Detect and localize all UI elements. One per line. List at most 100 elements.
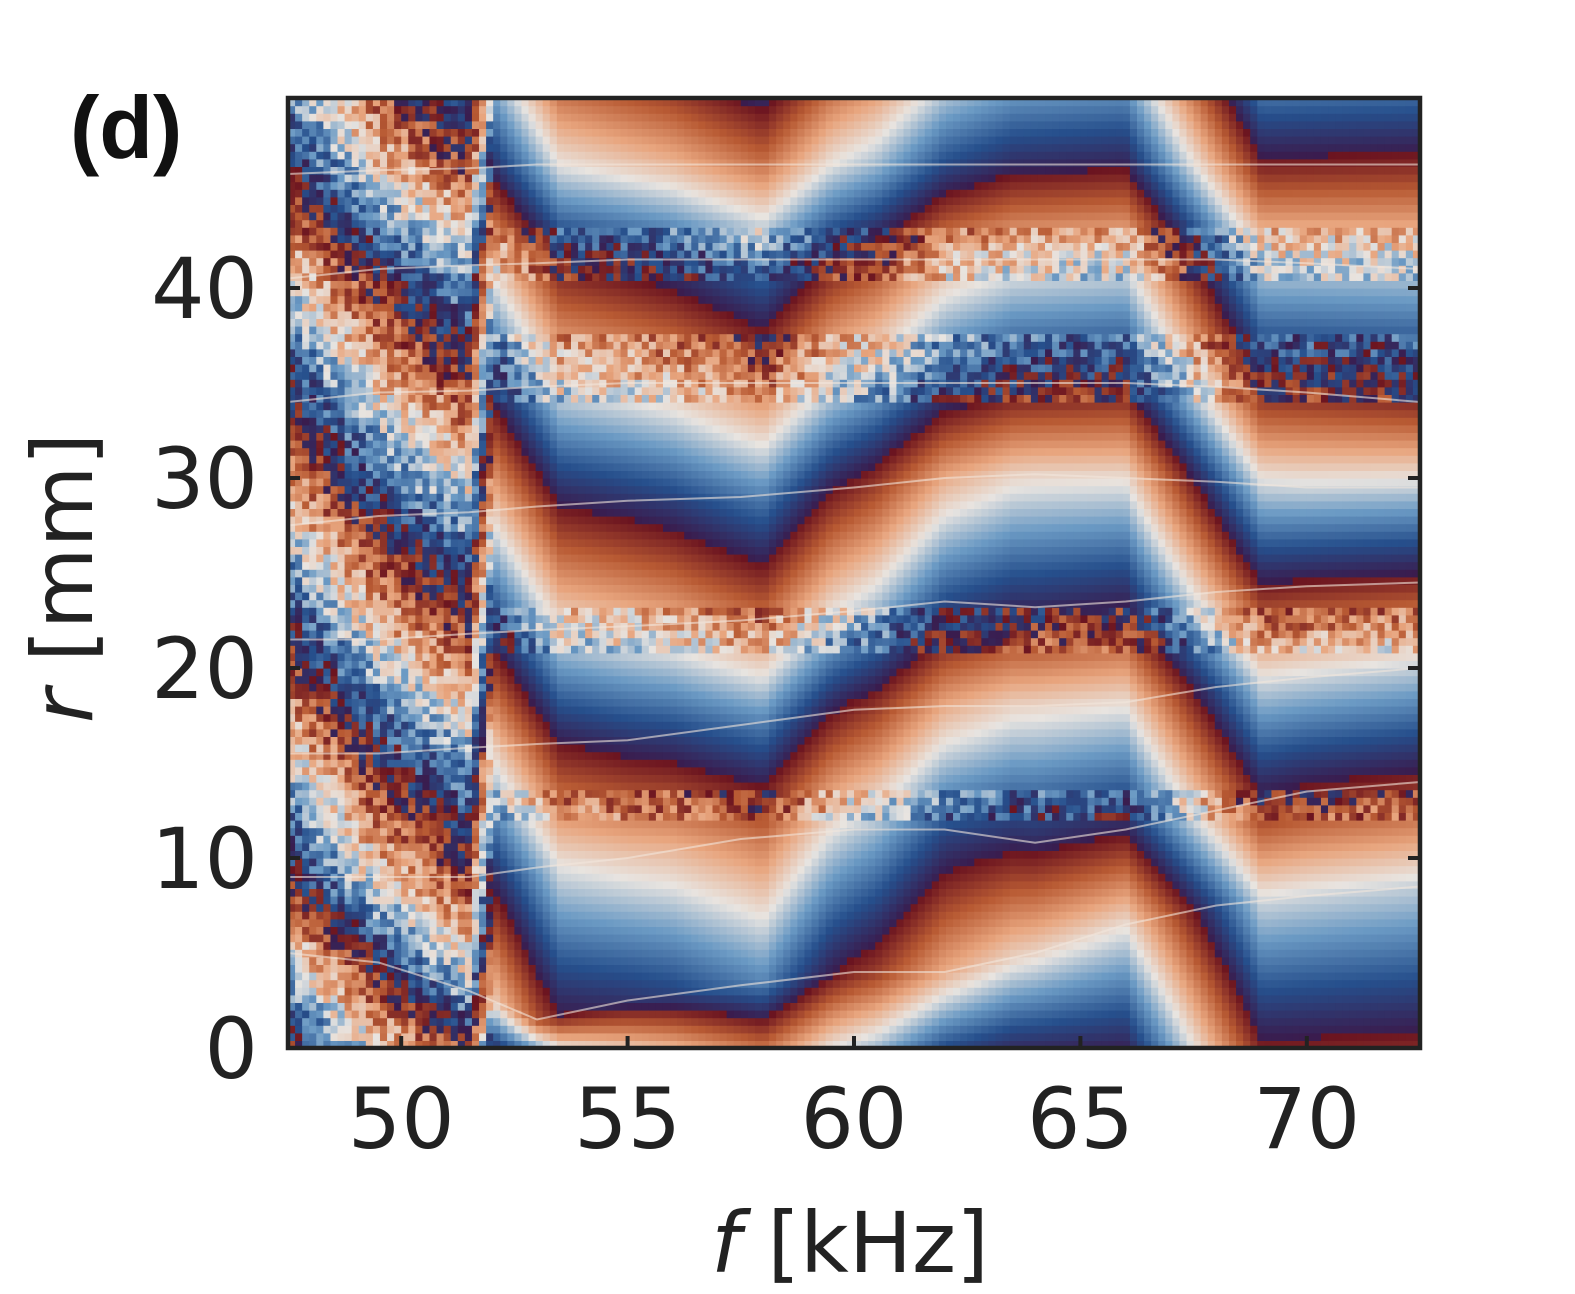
heatmap-cell: [514, 242, 522, 250]
heatmap-cell: [543, 653, 551, 661]
heatmap-cell: [415, 288, 423, 296]
heatmap-cell: [394, 440, 402, 448]
heatmap-cell: [479, 562, 487, 570]
heatmap-cell: [458, 797, 466, 805]
heatmap-cell: [543, 372, 551, 380]
heatmap-cell: [359, 668, 367, 676]
heatmap-cell: [401, 767, 409, 775]
heatmap-cell: [465, 242, 473, 250]
heatmap-cell: [529, 296, 537, 304]
heatmap-cell: [415, 463, 423, 471]
heatmap-cell: [302, 448, 310, 456]
heatmap-cell: [514, 706, 522, 714]
heatmap-cell: [302, 288, 310, 296]
heatmap-cell: [514, 622, 522, 630]
heatmap-cell: [465, 531, 473, 539]
heatmap-cell: [323, 136, 331, 144]
heatmap-cell: [550, 584, 558, 592]
heatmap-cell: [536, 774, 544, 782]
heatmap-cell: [316, 714, 324, 722]
heatmap-cell: [430, 691, 438, 699]
heatmap-cell: [472, 417, 480, 425]
heatmap-cell: [401, 615, 409, 623]
heatmap-cell: [557, 698, 565, 706]
heatmap-cell: [557, 919, 565, 927]
heatmap-cell: [415, 486, 423, 494]
heatmap-cell: [338, 106, 346, 114]
heatmap-cell: [380, 774, 388, 782]
heatmap-cell: [408, 189, 416, 197]
heatmap-cell: [302, 121, 310, 129]
heatmap-cell: [352, 987, 360, 995]
heatmap-cell: [330, 577, 338, 585]
heatmap-cell: [309, 934, 317, 942]
heatmap-cell: [500, 759, 508, 767]
heatmap-cell: [387, 896, 395, 904]
heatmap-cell: [465, 638, 473, 646]
heatmap-cell: [536, 531, 544, 539]
heatmap-cell: [415, 790, 423, 798]
heatmap-cell: [295, 204, 303, 212]
heatmap-cell: [536, 356, 544, 364]
heatmap-cell: [359, 850, 367, 858]
heatmap-cell: [415, 812, 423, 820]
heatmap-cell: [507, 334, 515, 342]
heatmap-cell: [521, 714, 529, 722]
heatmap-cell: [521, 1033, 529, 1041]
heatmap-cell: [500, 448, 508, 456]
heatmap-cell: [472, 440, 480, 448]
heatmap-cell: [345, 592, 353, 600]
heatmap-cell: [387, 144, 395, 152]
heatmap-cell: [529, 729, 537, 737]
heatmap-cell: [557, 387, 565, 395]
heatmap-cell: [295, 159, 303, 167]
heatmap-cell: [444, 790, 452, 798]
heatmap-cell: [359, 782, 367, 790]
heatmap-cell: [408, 524, 416, 532]
heatmap-cell: [415, 455, 423, 463]
heatmap-cell: [500, 790, 508, 798]
heatmap-cell: [557, 349, 565, 357]
heatmap-cell: [345, 531, 353, 539]
heatmap-cell: [316, 592, 324, 600]
heatmap-cell: [373, 683, 381, 691]
heatmap-cell: [316, 607, 324, 615]
heatmap-cell: [543, 767, 551, 775]
heatmap-cell: [387, 121, 395, 129]
heatmap-cell: [557, 706, 565, 714]
heatmap-cell: [458, 676, 466, 684]
heatmap-cell: [338, 486, 346, 494]
heatmap-cell: [415, 554, 423, 562]
heatmap-cell: [550, 516, 558, 524]
heatmap-cell: [302, 372, 310, 380]
heatmap-cell: [507, 714, 515, 722]
heatmap-cell: [415, 448, 423, 456]
heatmap-cell: [479, 866, 487, 874]
heatmap-cell: [564, 387, 572, 395]
heatmap-cell: [521, 394, 529, 402]
heatmap-cell: [521, 706, 529, 714]
heatmap-cell: [465, 668, 473, 676]
heatmap-cell: [338, 911, 346, 919]
heatmap-cell: [444, 896, 452, 904]
heatmap-cell: [345, 790, 353, 798]
heatmap-cell: [486, 653, 494, 661]
heatmap-cell: [550, 562, 558, 570]
heatmap-cell: [316, 972, 324, 980]
heatmap-cell: [302, 782, 310, 790]
heatmap-cell: [415, 562, 423, 570]
heatmap-cell: [330, 812, 338, 820]
heatmap-cell: [521, 592, 529, 600]
heatmap-cell: [345, 235, 353, 243]
heatmap-cell: [401, 942, 409, 950]
heatmap-cell: [493, 121, 501, 129]
heatmap-cell: [514, 402, 522, 410]
heatmap-cell: [493, 410, 501, 418]
heatmap-cell: [507, 683, 515, 691]
heatmap-cell: [352, 501, 360, 509]
heatmap-cell: [394, 866, 402, 874]
heatmap-cell: [316, 402, 324, 410]
heatmap-cell: [451, 881, 459, 889]
heatmap-cell: [458, 144, 466, 152]
heatmap-cell: [543, 493, 551, 501]
